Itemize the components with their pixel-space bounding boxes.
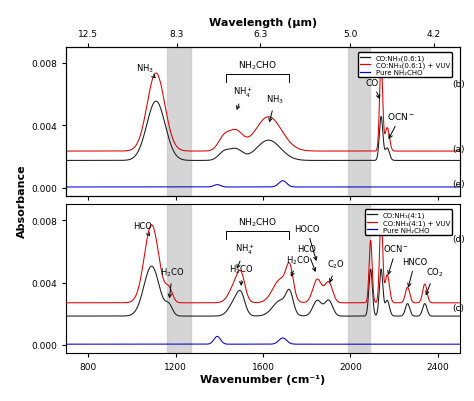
Legend: CO:NH₃(0.6:1), CO:NH₃(0.6:1) + VUV, Pure NH₂CHO: CO:NH₃(0.6:1), CO:NH₃(0.6:1) + VUV, Pure… xyxy=(358,53,452,78)
Text: H$_2$CO: H$_2$CO xyxy=(160,266,184,298)
Text: HCO: HCO xyxy=(133,221,152,236)
Text: Absorbance: Absorbance xyxy=(17,164,27,237)
Text: OCN$^-$: OCN$^-$ xyxy=(383,243,410,274)
Text: NH$_3$: NH$_3$ xyxy=(136,63,155,79)
X-axis label: Wavenumber (cm⁻¹): Wavenumber (cm⁻¹) xyxy=(201,374,326,384)
X-axis label: Wavelength (μm): Wavelength (μm) xyxy=(209,18,317,28)
Text: NH$_4^+$: NH$_4^+$ xyxy=(235,242,255,268)
Text: HCO: HCO xyxy=(297,245,316,271)
Text: NH$_3$: NH$_3$ xyxy=(266,94,284,122)
Text: NH$_2$CHO: NH$_2$CHO xyxy=(238,216,277,228)
Text: CO$_2$: CO$_2$ xyxy=(426,266,444,295)
Bar xyxy=(167,48,191,196)
Text: NH$_2$CHO: NH$_2$CHO xyxy=(238,59,277,71)
Text: H$_2$CO: H$_2$CO xyxy=(229,263,254,285)
Text: (d): (d) xyxy=(452,235,465,244)
Text: OCN$^-$: OCN$^-$ xyxy=(387,111,415,139)
Text: (c): (c) xyxy=(452,303,464,312)
Text: HOCO: HOCO xyxy=(294,225,319,260)
Text: (a): (a) xyxy=(452,145,465,154)
Text: (e): (e) xyxy=(452,180,465,189)
Bar xyxy=(348,48,370,196)
Text: (b): (b) xyxy=(452,79,465,89)
Bar xyxy=(167,205,191,353)
Text: H$_2$CO: H$_2$CO xyxy=(286,253,310,276)
Legend: CO:NH₃(4:1), CO:NH₃(4:1) + VUV, Pure NH₂CHO: CO:NH₃(4:1), CO:NH₃(4:1) + VUV, Pure NH₂… xyxy=(365,210,452,235)
Text: HNCO: HNCO xyxy=(402,257,428,287)
Text: C$_2$O: C$_2$O xyxy=(328,258,346,282)
Text: CO: CO xyxy=(366,79,380,99)
Bar xyxy=(348,205,370,353)
Text: NH$_4^+$: NH$_4^+$ xyxy=(233,85,254,110)
